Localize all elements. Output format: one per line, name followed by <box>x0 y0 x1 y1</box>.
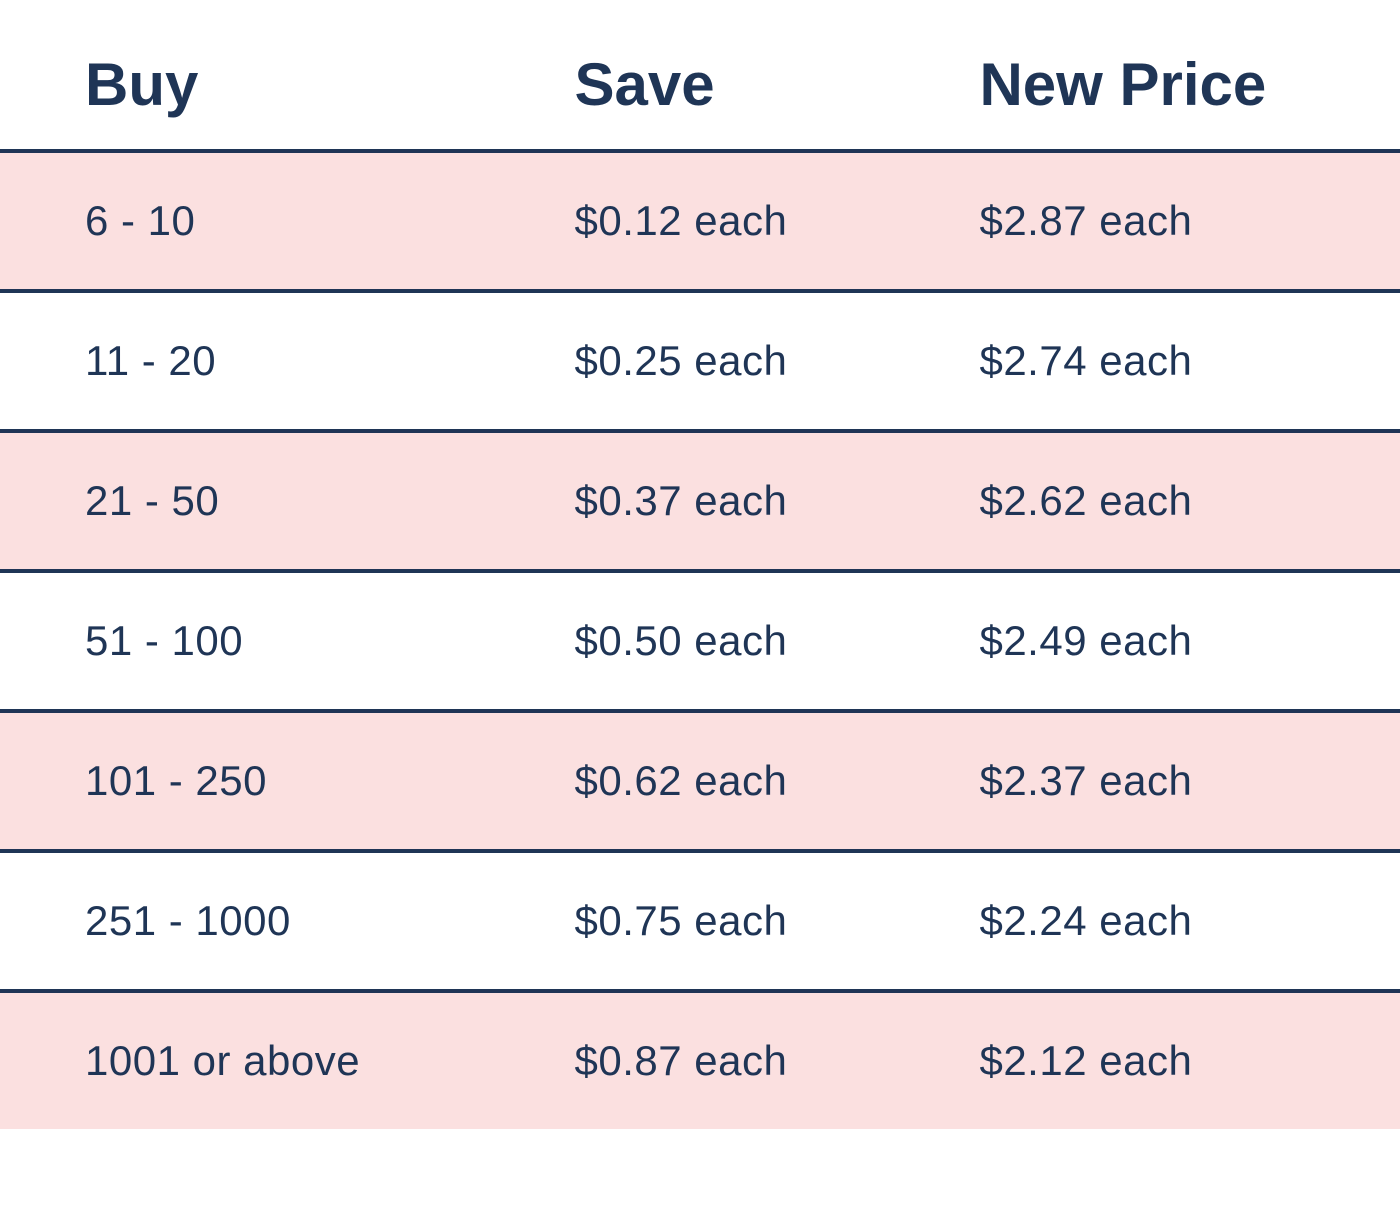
table-row: 1001 or above $0.87 each $2.12 each <box>0 991 1400 1129</box>
cell-buy: 21 - 50 <box>0 431 490 571</box>
pricing-table-container: Buy Save New Price 6 - 10 $0.12 each $2.… <box>0 0 1400 1129</box>
cell-buy: 251 - 1000 <box>0 851 490 991</box>
cell-price: $2.12 each <box>894 991 1400 1129</box>
cell-buy: 1001 or above <box>0 991 490 1129</box>
col-header-buy: Buy <box>0 30 490 151</box>
col-header-save: Save <box>490 30 895 151</box>
cell-save: $0.87 each <box>490 991 895 1129</box>
table-row: 21 - 50 $0.37 each $2.62 each <box>0 431 1400 571</box>
cell-save: $0.50 each <box>490 571 895 711</box>
cell-price: $2.62 each <box>894 431 1400 571</box>
cell-save: $0.75 each <box>490 851 895 991</box>
col-header-price: New Price <box>894 30 1400 151</box>
cell-save: $0.25 each <box>490 291 895 431</box>
cell-save: $0.62 each <box>490 711 895 851</box>
cell-price: $2.37 each <box>894 711 1400 851</box>
cell-buy: 51 - 100 <box>0 571 490 711</box>
cell-save: $0.12 each <box>490 151 895 291</box>
cell-price: $2.74 each <box>894 291 1400 431</box>
cell-buy: 11 - 20 <box>0 291 490 431</box>
cell-price: $2.49 each <box>894 571 1400 711</box>
table-row: 51 - 100 $0.50 each $2.49 each <box>0 571 1400 711</box>
table-row: 11 - 20 $0.25 each $2.74 each <box>0 291 1400 431</box>
cell-buy: 6 - 10 <box>0 151 490 291</box>
table-row: 251 - 1000 $0.75 each $2.24 each <box>0 851 1400 991</box>
table-row: 6 - 10 $0.12 each $2.87 each <box>0 151 1400 291</box>
cell-price: $2.87 each <box>894 151 1400 291</box>
pricing-table: Buy Save New Price 6 - 10 $0.12 each $2.… <box>0 30 1400 1129</box>
cell-buy: 101 - 250 <box>0 711 490 851</box>
table-row: 101 - 250 $0.62 each $2.37 each <box>0 711 1400 851</box>
cell-price: $2.24 each <box>894 851 1400 991</box>
table-header-row: Buy Save New Price <box>0 30 1400 151</box>
cell-save: $0.37 each <box>490 431 895 571</box>
